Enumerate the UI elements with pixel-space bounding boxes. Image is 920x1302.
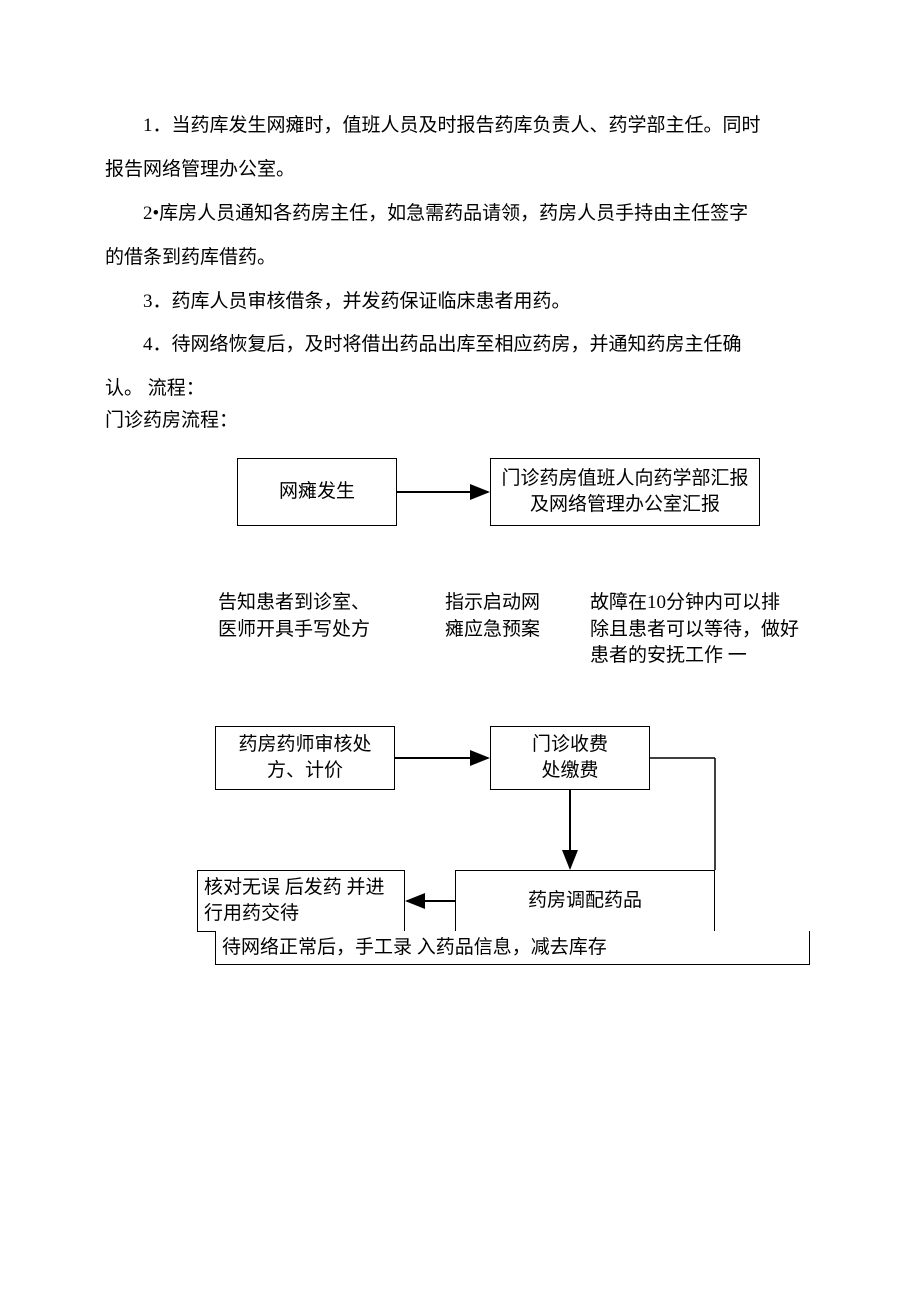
- flow-box-dispense: 核对无误 后发药 并进行用药交待: [197, 870, 405, 932]
- flow-box-label: 方、计价: [238, 758, 371, 784]
- flow-box-label: 门诊药房值班人向药学部汇报及网络管理办公室汇报: [497, 466, 753, 517]
- flow-text-line: 告知患者到诊室、: [218, 590, 408, 617]
- flow-text-line: 指示启动网: [445, 590, 565, 617]
- flow-text-line: 故障在10分钟内可以排: [590, 590, 820, 617]
- flow-box-pharmacy-prepare: 药房调配药品: [455, 870, 715, 932]
- flow-box-label: 核对无误 后发药 并进行用药交待: [204, 875, 398, 926]
- flow-box-label: 药房药师审核处: [238, 732, 371, 758]
- flow-box-report: 门诊药房值班人向药学部汇报及网络管理办公室汇报: [490, 458, 760, 526]
- flow-box-manual-entry: 待网络正常后，手工录 入药品信息，减去库存: [215, 931, 810, 965]
- flow-text-fault-10min: 故障在10分钟内可以排 除且患者可以等待，做好 患者的安抚工作 一: [590, 590, 820, 670]
- flow-box-cashier: 门诊收费 处缴费: [490, 726, 650, 790]
- flow-box-label: 网瘫发生: [279, 479, 355, 505]
- flow-box-label: 药房调配药品: [528, 888, 642, 914]
- flow-text-line: 瘫应急预案: [445, 617, 565, 644]
- flow-text-inform-patient: 告知患者到诊室、 医师开具手写处方: [218, 590, 408, 643]
- flow-box-label: 处缴费: [532, 758, 608, 784]
- flow-box-label: 门诊收费: [532, 732, 608, 758]
- flow-text-activate-plan: 指示启动网 瘫应急预案: [445, 590, 565, 643]
- flow-box-pharmacist-check: 药房药师审核处 方、计价: [215, 726, 395, 790]
- flowchart-outpatient: 网瘫发生 门诊药房值班人向药学部汇报及网络管理办公室汇报 告知患者到诊室、 医师…: [0, 0, 920, 1302]
- flow-text-line: 患者的安抚工作 一: [590, 643, 820, 670]
- flow-text-line: 医师开具手写处方: [218, 617, 408, 644]
- flow-text-line: 除且患者可以等待，做好: [590, 617, 820, 644]
- flow-box-label: 待网络正常后，手工录 入药品信息，减去库存: [222, 935, 607, 961]
- flow-box-network-paralysis: 网瘫发生: [237, 458, 397, 526]
